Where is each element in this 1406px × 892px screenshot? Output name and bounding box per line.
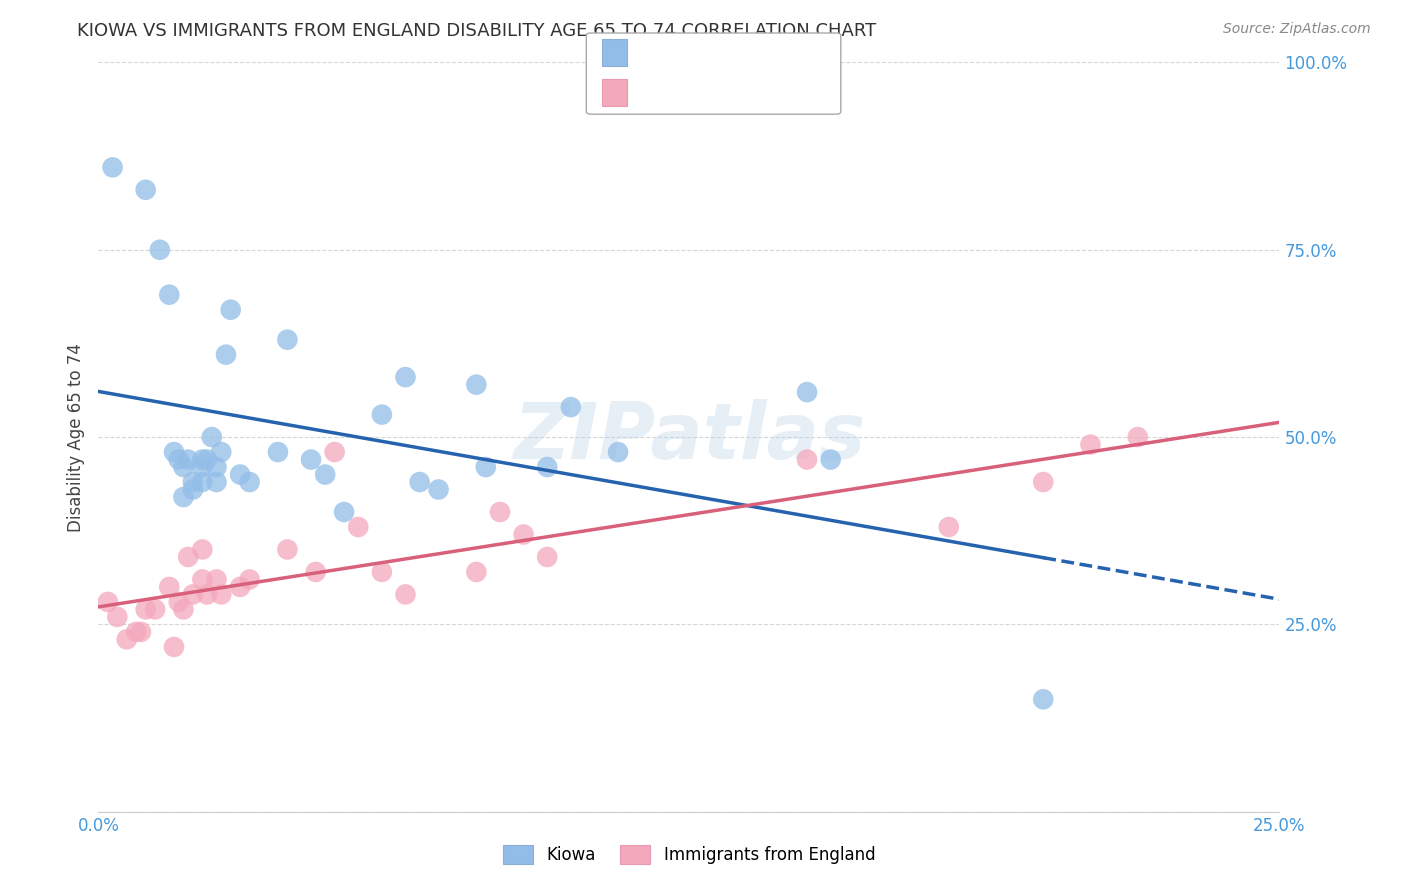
- Point: [475, 460, 498, 475]
- Point: [205, 475, 228, 489]
- Point: [191, 573, 214, 587]
- Point: [465, 377, 488, 392]
- Point: [1080, 437, 1102, 451]
- Point: [394, 587, 416, 601]
- Point: [465, 565, 488, 579]
- Text: N =: N =: [731, 83, 768, 101]
- Point: [105, 610, 128, 624]
- Point: [305, 565, 328, 579]
- Point: [607, 445, 630, 459]
- Point: [371, 565, 394, 579]
- Point: [125, 624, 148, 639]
- Point: [1032, 475, 1054, 489]
- Point: [177, 452, 200, 467]
- Point: [371, 408, 394, 422]
- Text: 0.141: 0.141: [675, 43, 733, 61]
- Point: [820, 452, 842, 467]
- Point: [408, 475, 430, 489]
- Point: [239, 475, 262, 489]
- Point: [239, 573, 262, 587]
- Point: [796, 385, 818, 400]
- Point: [394, 370, 416, 384]
- Point: [229, 580, 252, 594]
- Point: [195, 452, 218, 467]
- Point: [205, 573, 228, 587]
- Point: [191, 460, 214, 475]
- Point: [167, 595, 190, 609]
- Point: [167, 452, 190, 467]
- Point: [1126, 430, 1149, 444]
- Point: [177, 549, 200, 564]
- Point: [323, 445, 346, 459]
- Text: R =: R =: [638, 83, 675, 101]
- Text: R =: R =: [638, 43, 675, 61]
- Text: 0.535: 0.535: [675, 83, 733, 101]
- Point: [191, 542, 214, 557]
- Y-axis label: Disability Age 65 to 74: Disability Age 65 to 74: [66, 343, 84, 532]
- Point: [938, 520, 960, 534]
- Point: [536, 460, 558, 475]
- Point: [209, 445, 232, 459]
- Point: [299, 452, 322, 467]
- Point: [181, 587, 204, 601]
- Point: [135, 183, 157, 197]
- Point: [163, 640, 186, 654]
- Point: [129, 624, 152, 639]
- Point: [205, 460, 228, 475]
- Point: [115, 632, 138, 647]
- Point: [1032, 692, 1054, 706]
- Point: [157, 580, 180, 594]
- Point: [172, 460, 194, 475]
- Text: Source: ZipAtlas.com: Source: ZipAtlas.com: [1223, 22, 1371, 37]
- Point: [427, 483, 450, 497]
- Text: 35: 35: [765, 83, 787, 101]
- Text: N =: N =: [731, 43, 768, 61]
- Point: [191, 475, 214, 489]
- Point: [172, 602, 194, 616]
- Point: [219, 302, 242, 317]
- Point: [512, 527, 534, 541]
- Point: [347, 520, 370, 534]
- Point: [560, 400, 582, 414]
- Point: [195, 587, 218, 601]
- Point: [276, 542, 298, 557]
- Point: [191, 452, 214, 467]
- Text: ZIPatlas: ZIPatlas: [513, 399, 865, 475]
- Text: 40: 40: [765, 43, 787, 61]
- Point: [181, 483, 204, 497]
- Point: [796, 452, 818, 467]
- Point: [229, 467, 252, 482]
- Point: [97, 595, 120, 609]
- Point: [536, 549, 558, 564]
- Point: [149, 243, 172, 257]
- Point: [143, 602, 166, 616]
- Point: [172, 490, 194, 504]
- Point: [101, 161, 124, 175]
- Legend: Kiowa, Immigrants from England: Kiowa, Immigrants from England: [496, 838, 882, 871]
- Point: [163, 445, 186, 459]
- Point: [135, 602, 157, 616]
- Point: [181, 475, 204, 489]
- Point: [267, 445, 290, 459]
- Point: [209, 587, 232, 601]
- Point: [276, 333, 298, 347]
- Point: [201, 430, 224, 444]
- Point: [215, 348, 238, 362]
- Point: [314, 467, 336, 482]
- Point: [489, 505, 512, 519]
- Point: [157, 287, 180, 301]
- Text: KIOWA VS IMMIGRANTS FROM ENGLAND DISABILITY AGE 65 TO 74 CORRELATION CHART: KIOWA VS IMMIGRANTS FROM ENGLAND DISABIL…: [77, 22, 876, 40]
- Point: [333, 505, 356, 519]
